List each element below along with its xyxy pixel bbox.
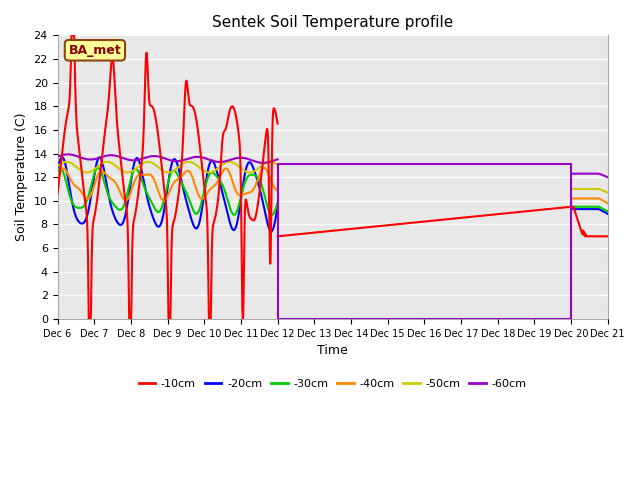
Legend: -10cm, -20cm, -30cm, -40cm, -50cm, -60cm: -10cm, -20cm, -30cm, -40cm, -50cm, -60cm: [134, 374, 531, 393]
Y-axis label: Soil Temperature (C): Soil Temperature (C): [15, 113, 28, 241]
Text: BA_met: BA_met: [68, 44, 122, 57]
X-axis label: Time: Time: [317, 344, 348, 357]
Bar: [278, 164, 571, 319]
Title: Sentek Soil Temperature profile: Sentek Soil Temperature profile: [212, 15, 453, 30]
